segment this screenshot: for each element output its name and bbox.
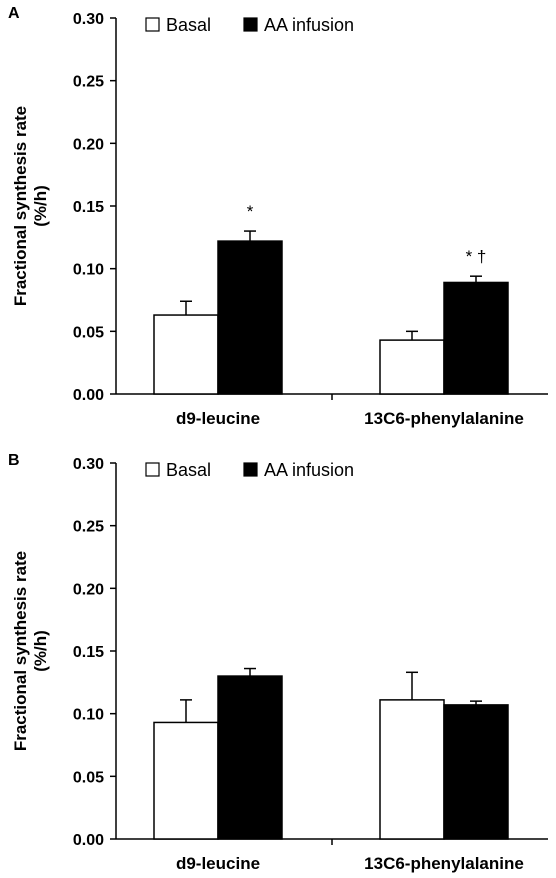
significance-marker: * † — [466, 247, 487, 266]
legend-swatch-aa-infusion — [243, 17, 258, 32]
y-tick-label: 0.20 — [73, 581, 104, 598]
bar-basal — [153, 721, 219, 840]
legend-label: Basal — [166, 15, 211, 35]
y-tick-label: 0.00 — [73, 387, 104, 404]
legend-swatch-basal — [145, 17, 160, 32]
y-tick-label: 0.15 — [73, 644, 104, 661]
y-tick-label: 0.05 — [73, 769, 104, 786]
y-tick-label: 0.25 — [73, 74, 104, 91]
chart-panel-b: B 0.00 0.05 0.10 0.15 0.20 0.25 0.30 Fractional … — [8, 452, 548, 873]
y-tick-label: 0.25 — [73, 519, 104, 536]
y-tick-label: 0.00 — [73, 832, 104, 849]
legend-label: AA infusion — [264, 460, 354, 480]
legend-label: Basal — [166, 460, 211, 480]
y-tick-label: 0.10 — [73, 262, 104, 279]
legend-swatch-aa-infusion — [243, 462, 258, 477]
category-label: 13C6-phenylalanine — [364, 409, 524, 428]
significance-marker: * — [247, 202, 254, 221]
y-axis-label: Fractional synthesis rate — [11, 551, 30, 751]
category-label: d9-leucine — [176, 854, 260, 873]
y-tick-label: 0.20 — [73, 136, 104, 153]
bar-aa-infusion — [443, 704, 509, 840]
chart-panel-a: A 0.00 0.05 0.10 0.15 0.20 0.25 0.30 Fractional … — [8, 5, 548, 428]
bar-basal — [379, 339, 445, 395]
y-tick-label: 0.10 — [73, 707, 104, 724]
bar-basal — [379, 699, 445, 840]
panel-letter: A — [8, 5, 20, 22]
y-tick-label: 0.15 — [73, 199, 104, 216]
bar-aa-infusion — [217, 240, 283, 395]
y-axis-label: (%/h) — [31, 185, 50, 227]
category-label: 13C6-phenylalanine — [364, 854, 524, 873]
y-tick-label: 0.05 — [73, 324, 104, 341]
bar-aa-infusion — [443, 281, 509, 395]
y-tick-label: 0.30 — [73, 456, 104, 473]
legend-swatch-basal — [145, 462, 160, 477]
category-label: d9-leucine — [176, 409, 260, 428]
y-axis-label: Fractional synthesis rate — [11, 106, 30, 306]
bar-aa-infusion — [217, 675, 283, 840]
legend-label: AA infusion — [264, 15, 354, 35]
y-tick-label: 0.30 — [73, 11, 104, 28]
y-axis-label: (%/h) — [31, 630, 50, 672]
bar-basal — [153, 314, 219, 395]
panel-letter: B — [8, 452, 20, 469]
